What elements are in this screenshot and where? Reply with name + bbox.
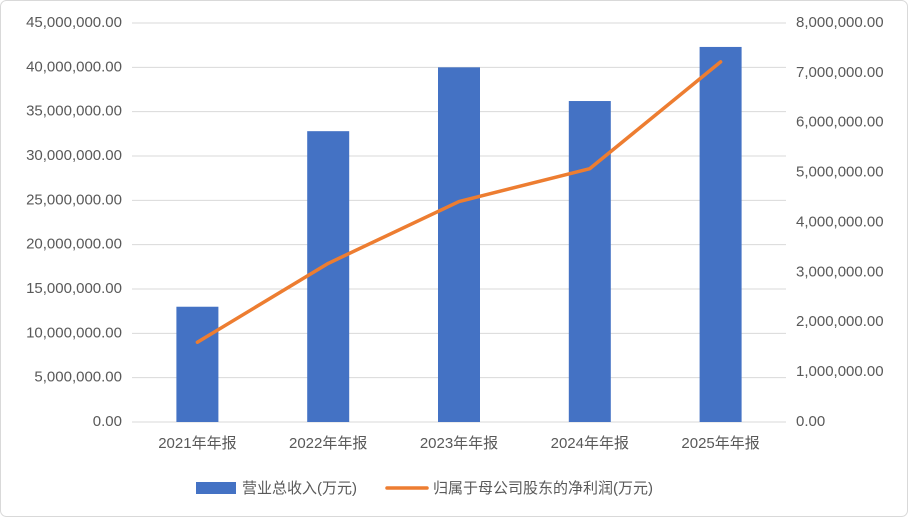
bar <box>176 306 219 422</box>
y2-tick-label: 8,000,000.00 <box>796 14 884 31</box>
y-tick-label: 35,000,000.00 <box>26 103 122 120</box>
bar <box>307 131 350 422</box>
legend-label: 营业总收入(万元) <box>242 480 357 497</box>
line <box>195 60 723 344</box>
y2-tick-label: 6,000,000.00 <box>796 114 884 131</box>
y2-tick-label: 4,000,000.00 <box>796 213 884 230</box>
y-tick-label: 20,000,000.00 <box>26 236 122 253</box>
y2-tick-label: 0.00 <box>796 413 825 430</box>
y2-tick-label: 2,000,000.00 <box>796 313 884 330</box>
y2-tick-label: 1,000,000.00 <box>796 363 884 380</box>
y-tick-label: 30,000,000.00 <box>26 147 122 164</box>
x-tick-label: 2021年年报 <box>158 435 236 452</box>
legend-label: 归属于母公司股东的净利润(万元) <box>433 480 653 497</box>
y-tick-label: 40,000,000.00 <box>26 58 122 75</box>
y-tick-label: 45,000,000.00 <box>26 14 122 31</box>
y-tick-label: 0.00 <box>93 413 122 430</box>
bar <box>699 46 742 422</box>
y-tick-label: 10,000,000.00 <box>26 324 122 341</box>
y2-tick-label: 3,000,000.00 <box>796 263 884 280</box>
x-tick-label: 2025年年报 <box>681 435 759 452</box>
y-tick-label: 15,000,000.00 <box>26 280 122 297</box>
legend-swatch <box>196 482 236 494</box>
y-tick-label: 25,000,000.00 <box>26 191 122 208</box>
y2-tick-label: 7,000,000.00 <box>796 64 884 81</box>
y-tick-label: 5,000,000.00 <box>34 369 122 386</box>
x-tick-label: 2023年年报 <box>420 435 498 452</box>
y2-tick-label: 5,000,000.00 <box>796 164 884 181</box>
bar <box>438 67 480 422</box>
bar <box>568 101 611 422</box>
x-tick-label: 2022年年报 <box>289 435 367 452</box>
x-tick-label: 2024年年报 <box>551 435 629 452</box>
